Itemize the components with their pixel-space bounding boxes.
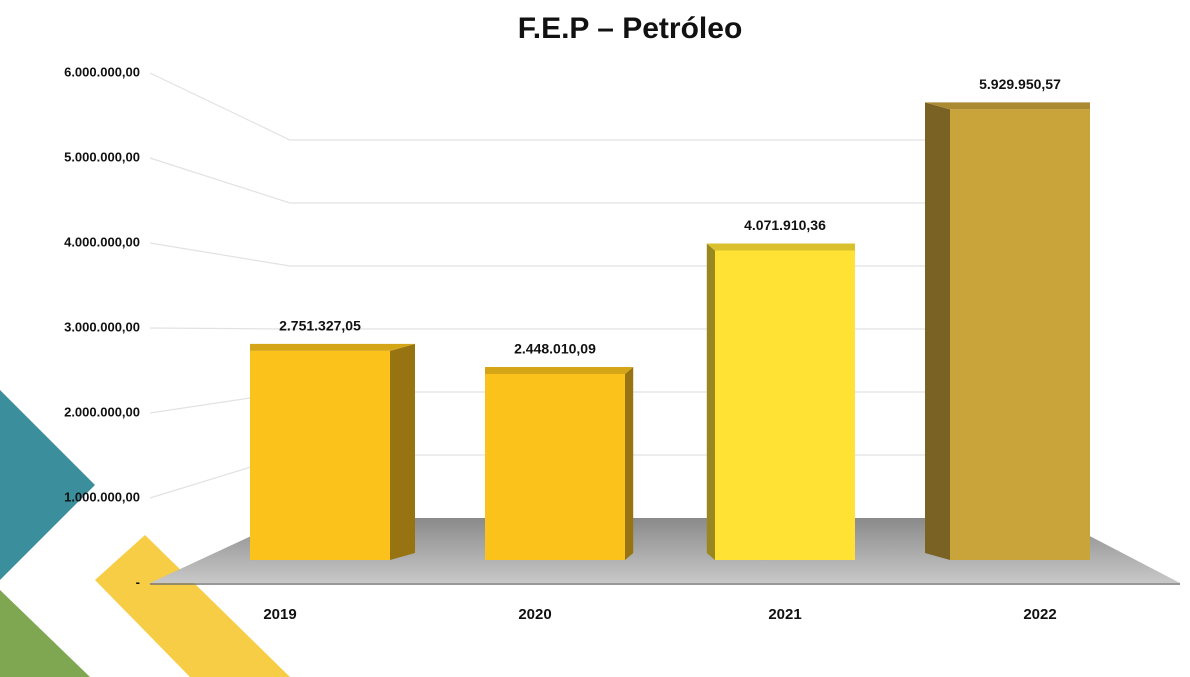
bar: [250, 350, 390, 560]
bar-top: [925, 102, 1090, 110]
grid-line: [149, 157, 1055, 204]
bar: [950, 109, 1090, 560]
x-tick-label: 2019: [263, 606, 296, 623]
bar-side: [625, 366, 634, 560]
x-tick-label: 2020: [518, 606, 551, 623]
bar-side: [390, 343, 415, 560]
bar-side: [706, 243, 715, 561]
y-tick-label: 2.000.000,00: [64, 404, 140, 419]
chart-title: F.E.P – Petróleo: [518, 12, 743, 45]
y-tick-label: 1.000.000,00: [64, 489, 140, 504]
value-label: 2.448.010,09: [514, 341, 596, 357]
bar: [485, 373, 625, 560]
bar-top: [706, 243, 855, 251]
y-tick-label: 5.000.000,00: [64, 149, 140, 164]
value-label: 4.071.910,36: [744, 217, 826, 233]
x-tick-label: 2021: [768, 606, 801, 623]
y-tick-label: 6.000.000,00: [64, 64, 140, 79]
y-tick-label: 3.000.000,00: [64, 319, 140, 334]
y-tick-label: 4.000.000,00: [64, 234, 140, 249]
value-label: 2.751.327,05: [279, 318, 361, 334]
bar-top: [250, 343, 415, 351]
y-tick-label: -: [136, 574, 140, 589]
grid-line: [149, 242, 1055, 267]
bar-side: [925, 102, 950, 560]
bar-top: [485, 366, 634, 374]
decor-teal: [0, 390, 95, 580]
grid-line: [149, 72, 1055, 141]
x-tick-label: 2022: [1023, 606, 1056, 623]
decor-green: [0, 590, 90, 677]
bar: [715, 250, 855, 561]
value-label: 5.929.950,57: [979, 76, 1061, 92]
decor-yellow: [95, 535, 290, 677]
